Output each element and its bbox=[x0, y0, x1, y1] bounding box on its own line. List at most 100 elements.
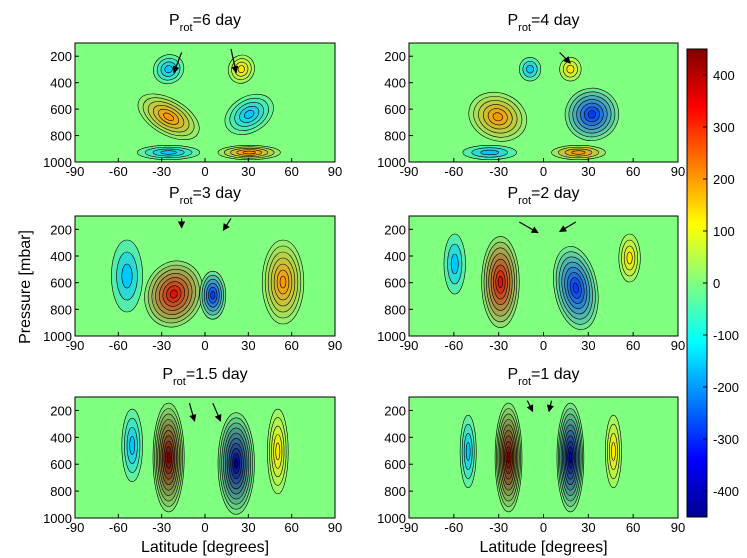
x-tick-label: -30 bbox=[152, 520, 171, 535]
contour bbox=[465, 442, 471, 461]
x-tick-label: 30 bbox=[581, 338, 595, 353]
contour bbox=[234, 458, 239, 469]
y-tick-label: 800 bbox=[384, 302, 406, 317]
x-tick-label: -60 bbox=[444, 164, 463, 179]
colorbar-tick-label: 100 bbox=[713, 224, 735, 239]
contour bbox=[275, 442, 281, 461]
title-sub: rot bbox=[180, 195, 193, 207]
title-sub: rot bbox=[518, 376, 531, 388]
y-tick-label: 400 bbox=[50, 430, 72, 445]
panel: -90 -60 -30 0 30 60 90 200 400 600 800 1000 Prot=1.5… bbox=[43, 366, 342, 556]
y-tick-label: 600 bbox=[50, 102, 72, 117]
colorbar-tick-label: 400 bbox=[713, 68, 735, 83]
x-tick-label: 30 bbox=[241, 520, 255, 535]
panel: -90 -60 -30 0 30 60 90 200 400 600 800 1000 Prot=6 d… bbox=[43, 12, 342, 179]
x-tick-label: -60 bbox=[444, 338, 463, 353]
y-tick-label: 1000 bbox=[377, 155, 406, 170]
contour bbox=[163, 112, 175, 121]
y-tick-label: 600 bbox=[50, 457, 72, 472]
y-tick-label: 800 bbox=[50, 302, 72, 317]
panel: -90 -60 -30 0 30 60 90 200 400 600 800 1000 Prot=4 d… bbox=[377, 12, 685, 179]
title-main: P bbox=[508, 12, 519, 29]
title-sub: rot bbox=[518, 22, 531, 34]
title-rest: =3 day bbox=[193, 185, 241, 202]
colorbar-tick-label: -100 bbox=[713, 328, 739, 343]
x-tick-label: -60 bbox=[444, 520, 463, 535]
y-tick-label: 200 bbox=[384, 222, 406, 237]
contour-field bbox=[121, 402, 289, 515]
title-rest: =2 day bbox=[531, 185, 579, 202]
x-tick-label: 30 bbox=[581, 520, 595, 535]
arrow bbox=[230, 48, 239, 74]
field-background bbox=[75, 43, 335, 162]
x-tick-label: -30 bbox=[152, 338, 171, 353]
x-tick-label: -90 bbox=[66, 164, 85, 179]
panel: -90 -60 -30 0 30 60 90 200 400 600 800 1000 Prot=1 d… bbox=[377, 366, 685, 556]
contour bbox=[571, 150, 586, 155]
arrow bbox=[212, 402, 222, 422]
contour bbox=[568, 451, 573, 464]
colorbar-tick-label: -300 bbox=[713, 432, 739, 447]
x-tick-label: -90 bbox=[400, 338, 419, 353]
title-sub: rot bbox=[180, 22, 193, 34]
x-tick-label: 90 bbox=[328, 520, 342, 535]
y-tick-label: 400 bbox=[50, 76, 72, 91]
title-main: P bbox=[508, 185, 519, 202]
arrow bbox=[559, 52, 571, 64]
colorbar-tick-label: 0 bbox=[713, 276, 720, 291]
x-tick-label: -90 bbox=[66, 520, 85, 535]
y-tick-label: 1000 bbox=[43, 155, 72, 170]
panel: -90 -60 -30 0 30 60 90 200 400 600 800 1000 Prot=2 d… bbox=[377, 185, 685, 353]
panel-title: Prot=3 day bbox=[169, 185, 241, 207]
y-tick-label: 200 bbox=[384, 403, 406, 418]
x-axis-label: Latitude [degrees] bbox=[479, 539, 607, 556]
x-tick-label: 90 bbox=[671, 520, 685, 535]
title-sub: rot bbox=[173, 376, 186, 388]
x-tick-label: -90 bbox=[66, 338, 85, 353]
y-tick-label: 400 bbox=[384, 249, 406, 264]
contour bbox=[129, 436, 136, 455]
contour bbox=[572, 282, 579, 294]
panel-title: Prot=1.5 day bbox=[162, 366, 247, 388]
contour bbox=[611, 442, 616, 461]
arrow bbox=[546, 400, 554, 413]
contour bbox=[626, 251, 633, 265]
contour-field bbox=[111, 239, 305, 328]
contour-field bbox=[137, 54, 281, 160]
y-axis-label: Pressure [mbar] bbox=[17, 230, 34, 344]
panel: -90 -60 -30 0 30 60 90 200 400 600 800 1000 Prot=3 d… bbox=[17, 185, 342, 353]
panel-title: Prot=1 day bbox=[508, 366, 580, 388]
x-tick-label: -30 bbox=[489, 164, 508, 179]
y-tick-label: 200 bbox=[50, 222, 72, 237]
contour bbox=[164, 65, 173, 74]
contour bbox=[526, 64, 534, 74]
colorbar-tick-label: -400 bbox=[713, 484, 739, 499]
arrow bbox=[222, 218, 232, 232]
title-sub: rot bbox=[518, 195, 531, 207]
x-tick-label: -30 bbox=[489, 520, 508, 535]
field-background bbox=[409, 43, 678, 162]
x-tick-label: 60 bbox=[626, 520, 640, 535]
contour bbox=[166, 451, 171, 464]
x-tick-label: 60 bbox=[626, 164, 640, 179]
colorbar-tick-label: -200 bbox=[713, 380, 739, 395]
contour bbox=[506, 451, 511, 464]
contour bbox=[587, 110, 597, 119]
y-tick-label: 400 bbox=[384, 76, 406, 91]
x-tick-label: 0 bbox=[540, 164, 547, 179]
x-tick-label: -90 bbox=[400, 520, 419, 535]
title-main: P bbox=[169, 185, 180, 202]
x-tick-label: -60 bbox=[109, 164, 128, 179]
contour bbox=[492, 112, 503, 122]
y-tick-label: 200 bbox=[50, 49, 72, 64]
title-rest: =4 day bbox=[531, 12, 579, 29]
x-tick-label: 60 bbox=[284, 520, 298, 535]
title-rest: =1 day bbox=[531, 366, 579, 383]
contour bbox=[169, 289, 178, 299]
colorbar-tick-label: 300 bbox=[713, 120, 735, 135]
arrow bbox=[172, 52, 183, 74]
y-tick-label: 600 bbox=[384, 102, 406, 117]
title-main: P bbox=[162, 366, 173, 383]
y-tick-label: 800 bbox=[50, 129, 72, 144]
